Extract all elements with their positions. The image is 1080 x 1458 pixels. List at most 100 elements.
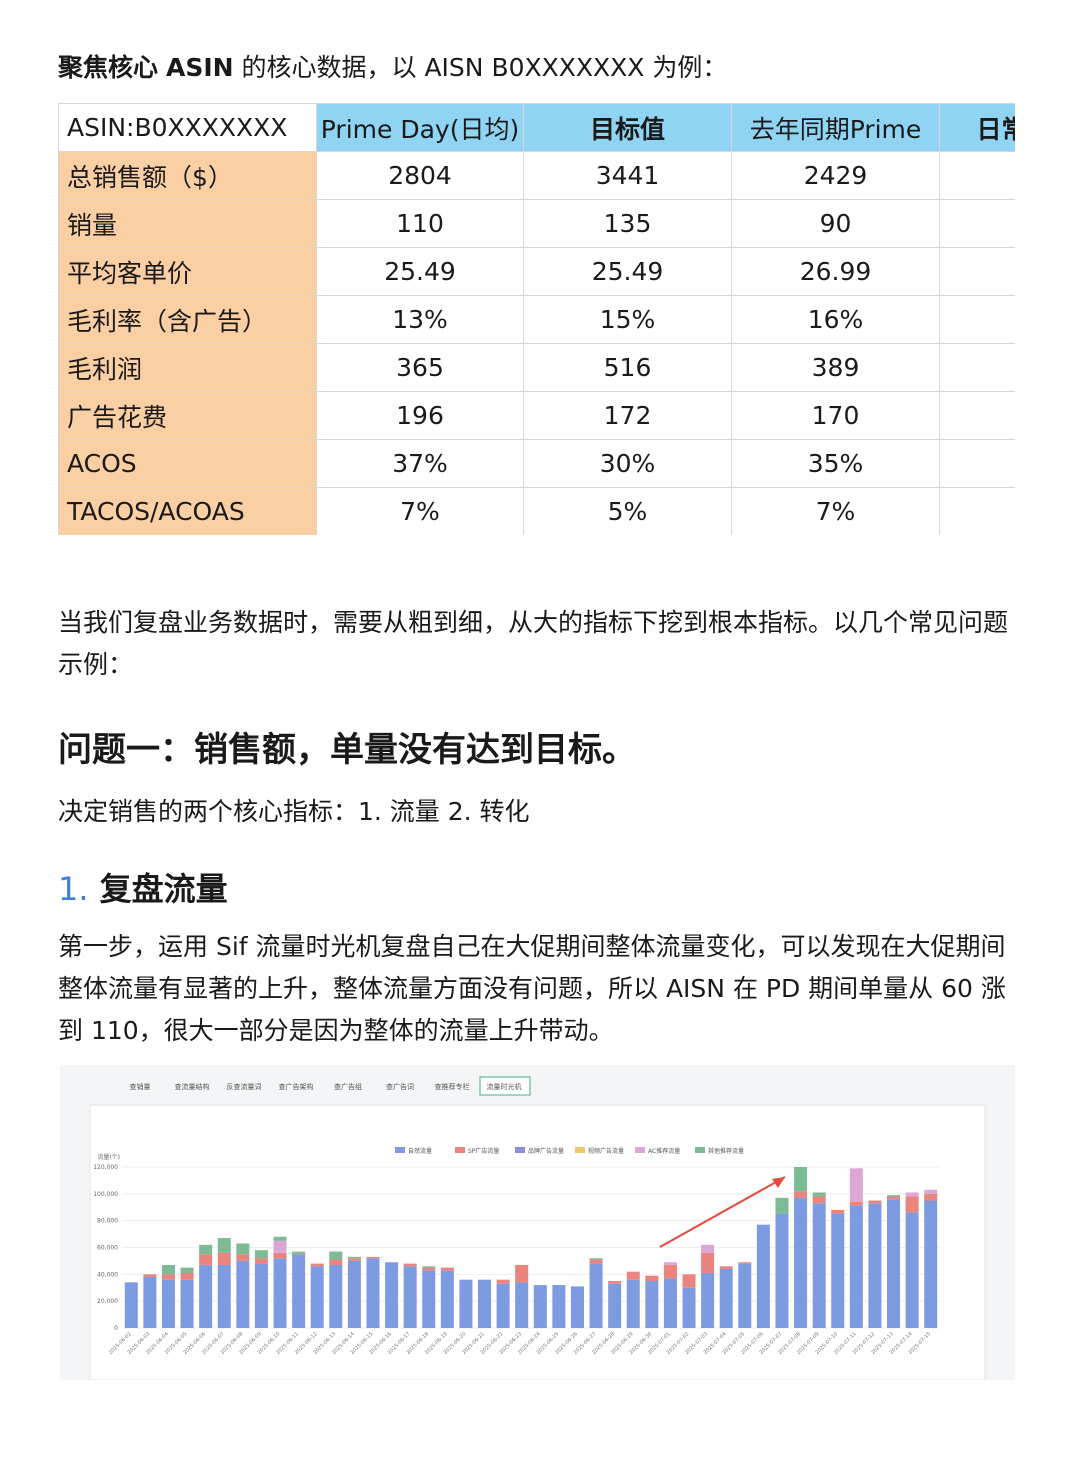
- bar-segment: [887, 1196, 901, 1200]
- bar-segment: [143, 1277, 157, 1328]
- bar-segment: [180, 1272, 194, 1280]
- bar-segment: [812, 1203, 826, 1328]
- bar-segment: [849, 1205, 863, 1328]
- cell: 毛利润: [58, 343, 317, 392]
- bar-segment: [161, 1279, 175, 1328]
- bar-segment: [701, 1252, 715, 1273]
- bar-segment: [887, 1199, 901, 1328]
- bar-segment: [738, 1262, 752, 1264]
- cell: 平均客单价: [58, 247, 317, 296]
- bar-segment: [217, 1238, 231, 1253]
- bar-segment: [478, 1279, 492, 1328]
- bar-segment: [756, 1224, 770, 1328]
- bar-segment: [199, 1264, 213, 1328]
- bar-segment: [589, 1263, 603, 1328]
- bar-segment: [663, 1262, 677, 1265]
- bar-segment: [663, 1278, 677, 1328]
- cell: 3441: [523, 151, 732, 200]
- bar-segment: [626, 1279, 640, 1328]
- tab: 流量时光机: [487, 1082, 522, 1091]
- bar-segment: [905, 1192, 919, 1197]
- bar-segment: [254, 1250, 268, 1259]
- bar-segment: [608, 1283, 622, 1328]
- bar-segment: [626, 1271, 640, 1280]
- header-cell: Prime Day(日均): [316, 103, 524, 152]
- bar-segment: [645, 1281, 659, 1328]
- empty-cell: [939, 295, 1015, 344]
- empty-cell: [939, 391, 1015, 440]
- bar-segment: [254, 1258, 268, 1264]
- y-tick-label: 100,000: [93, 1191, 118, 1198]
- empty-cell: [939, 151, 1015, 200]
- empty-cell: [939, 439, 1015, 488]
- bar-segment: [310, 1266, 324, 1328]
- bar-segment: [738, 1263, 752, 1328]
- bar-segment: [533, 1285, 547, 1328]
- cell: 广告花费: [58, 391, 317, 440]
- bar-segment: [849, 1201, 863, 1206]
- legend-label: 视频广告流量: [588, 1147, 624, 1155]
- annotation-arrowhead: [772, 1177, 785, 1188]
- cell: 15%: [523, 295, 732, 344]
- bar-segment: [422, 1267, 436, 1271]
- row: 平均客单价 25.49 25.49 26.99: [58, 247, 1015, 296]
- bar-segment: [645, 1275, 659, 1282]
- cell: 196: [316, 391, 524, 440]
- cell: 516: [523, 343, 732, 392]
- cell: 30%: [523, 439, 732, 488]
- cell: 2429: [731, 151, 940, 200]
- cell: 110: [316, 199, 524, 248]
- legend-swatch: [395, 1147, 405, 1153]
- row: 销量 110 135 90: [58, 199, 1015, 248]
- heading: 1. 复盘流量: [58, 864, 228, 910]
- heading: 问题一：销售额，单量没有达到目标。: [58, 730, 636, 770]
- bar-segment: [254, 1263, 268, 1328]
- bar-segment: [701, 1244, 715, 1253]
- data-table: ASIN:B0XXXXXXX Prime Day(日均) 目标值 去年同期Prime 日…: [58, 103, 1015, 535]
- bar-segment: [217, 1252, 231, 1265]
- cell: 170: [731, 391, 940, 440]
- bar-segment: [273, 1240, 287, 1253]
- bar-segment: [273, 1258, 287, 1328]
- bar-segment: [905, 1212, 919, 1328]
- bar-segment: [236, 1254, 250, 1261]
- bar-segment: [794, 1197, 808, 1328]
- cell: 总销售额（$）: [58, 151, 317, 200]
- annotation-arrow: [659, 1176, 786, 1248]
- bar-segment: [905, 1196, 919, 1213]
- cell: 172: [523, 391, 732, 440]
- y-tick-label: 40,000: [97, 1271, 118, 1278]
- header-row: ASIN:B0XXXXXXX Prime Day(日均) 目标值 去年同期Prime 日…: [58, 103, 1015, 152]
- empty-cell: [939, 343, 1015, 392]
- cell: 135: [523, 199, 732, 248]
- screenshot: 查销量 查流量结构 反查流量词 查广告架构 查广告组 查广告词 查推荐专栏 流量时光机流量(个…: [60, 1065, 1015, 1380]
- cell: 35%: [731, 439, 940, 488]
- bar-segment: [347, 1256, 361, 1259]
- tab: 查广告架构: [279, 1082, 314, 1091]
- row: ACOS 37% 30% 35%: [58, 439, 1015, 488]
- bar-segment: [199, 1254, 213, 1265]
- header-cell: 目标值: [523, 103, 732, 152]
- bar-segment: [849, 1168, 863, 1202]
- tab: 查广告词: [386, 1082, 414, 1091]
- cell: 90: [731, 199, 940, 248]
- table-wrap: ASIN:B0XXXXXXX Prime Day(日均) 目标值 去年同期Prime 日…: [58, 103, 1015, 535]
- bar-segment: [515, 1264, 529, 1283]
- row: 总销售额（$） 2804 3441 2429: [58, 151, 1015, 200]
- legend-label: 品牌广告流量: [528, 1147, 564, 1155]
- cell: 365: [316, 343, 524, 392]
- cell: 7%: [731, 487, 940, 535]
- bar-segment: [831, 1209, 845, 1214]
- bar-segment: [682, 1287, 696, 1328]
- tab: 查流量结构: [175, 1082, 210, 1091]
- bar-segment: [775, 1213, 789, 1328]
- bar-segment: [422, 1266, 436, 1268]
- bar-segment: [496, 1279, 510, 1284]
- header-cell: 日常均: [939, 103, 1015, 152]
- bar-segment: [180, 1267, 194, 1273]
- bar-segment: [366, 1258, 380, 1328]
- intro-text: 的核心数据，以 AISN B0XXXXXXX 为例：: [241, 53, 728, 82]
- legend-swatch: [695, 1147, 705, 1153]
- paragraph: 第一步，运用 Sif 流量时光机复盘自己在大促期间整体流量变化，可以发现在大促期…: [58, 932, 1006, 1045]
- cell: 37%: [316, 439, 524, 488]
